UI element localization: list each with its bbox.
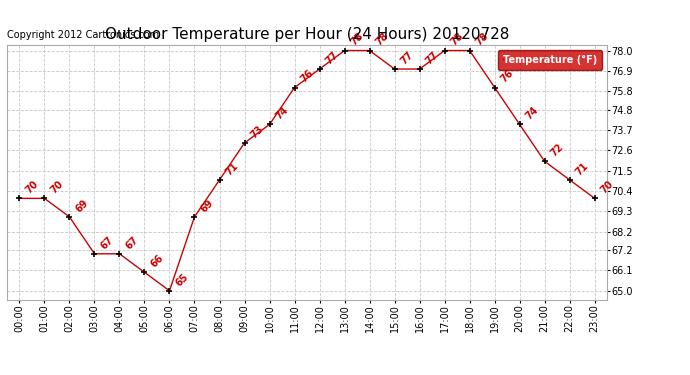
Text: 67: 67 [124, 234, 140, 251]
Text: 76: 76 [299, 68, 315, 85]
Text: 74: 74 [274, 105, 290, 122]
Text: 78: 78 [348, 31, 366, 48]
Legend: Temperature (°F): Temperature (°F) [498, 50, 602, 70]
Text: 77: 77 [324, 50, 340, 66]
Text: Copyright 2012 Cartronics.com: Copyright 2012 Cartronics.com [7, 30, 159, 40]
Text: 69: 69 [74, 198, 90, 214]
Text: 69: 69 [199, 198, 215, 214]
Title: Outdoor Temperature per Hour (24 Hours) 20120728: Outdoor Temperature per Hour (24 Hours) … [105, 27, 509, 42]
Text: 72: 72 [549, 142, 565, 159]
Text: 74: 74 [524, 105, 540, 122]
Text: 77: 77 [399, 50, 415, 66]
Text: 65: 65 [174, 272, 190, 288]
Text: 67: 67 [99, 234, 115, 251]
Text: 66: 66 [148, 253, 165, 270]
Text: 71: 71 [224, 160, 240, 177]
Text: 77: 77 [424, 50, 440, 66]
Text: 78: 78 [474, 31, 491, 48]
Text: 78: 78 [448, 31, 466, 48]
Text: 78: 78 [374, 31, 391, 48]
Text: 70: 70 [599, 179, 615, 196]
Text: 71: 71 [574, 160, 591, 177]
Text: 76: 76 [499, 68, 515, 85]
Text: 73: 73 [248, 123, 265, 140]
Text: 70: 70 [48, 179, 65, 196]
Text: 70: 70 [23, 179, 40, 196]
